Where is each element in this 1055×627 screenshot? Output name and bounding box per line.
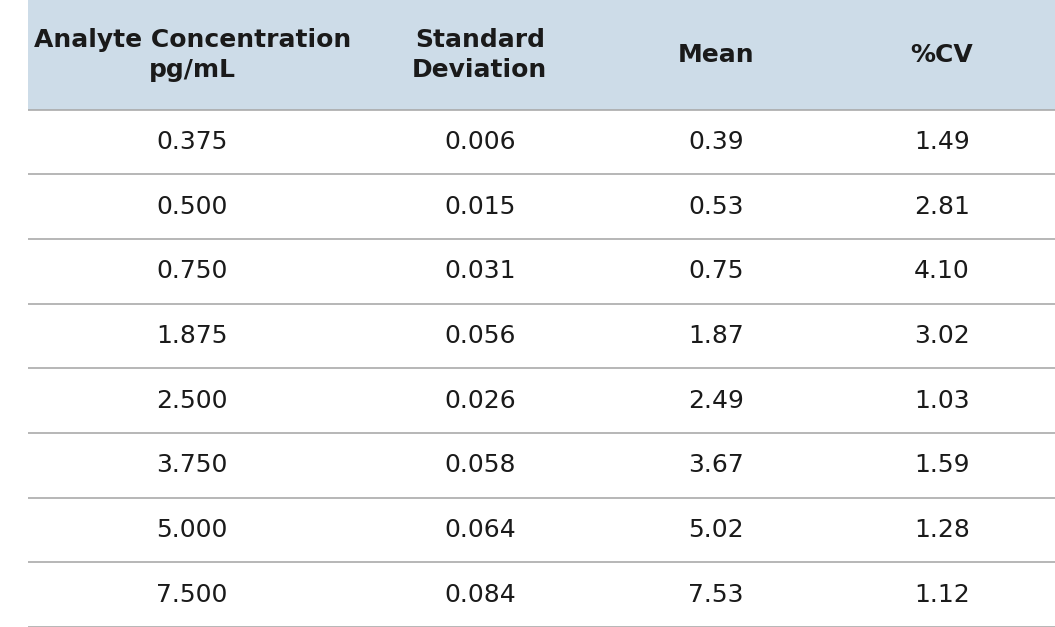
Text: 0.026: 0.026 bbox=[444, 389, 516, 413]
Text: 0.53: 0.53 bbox=[688, 195, 744, 219]
Text: 3.02: 3.02 bbox=[914, 324, 970, 348]
Text: Standard
Deviation: Standard Deviation bbox=[413, 28, 548, 82]
Text: Mean: Mean bbox=[677, 43, 754, 67]
Text: 1.87: 1.87 bbox=[688, 324, 744, 348]
Bar bbox=[27, 303, 1055, 369]
Text: 0.39: 0.39 bbox=[688, 130, 744, 154]
Bar bbox=[27, 239, 1055, 303]
Text: 2.49: 2.49 bbox=[688, 389, 744, 413]
Text: %CV: %CV bbox=[910, 43, 974, 67]
Bar bbox=[27, 433, 1055, 498]
Text: 0.084: 0.084 bbox=[444, 582, 516, 607]
Text: 0.006: 0.006 bbox=[444, 130, 516, 154]
Text: 0.750: 0.750 bbox=[156, 260, 228, 283]
Text: 1.49: 1.49 bbox=[914, 130, 970, 154]
Text: 0.064: 0.064 bbox=[444, 518, 516, 542]
Text: 1.59: 1.59 bbox=[915, 453, 970, 477]
Bar bbox=[27, 369, 1055, 433]
Text: 7.500: 7.500 bbox=[156, 582, 228, 607]
Text: 5.000: 5.000 bbox=[156, 518, 228, 542]
Text: 2.81: 2.81 bbox=[914, 195, 970, 219]
Bar bbox=[27, 174, 1055, 239]
Bar bbox=[27, 562, 1055, 627]
Text: 2.500: 2.500 bbox=[156, 389, 228, 413]
Bar bbox=[27, 0, 1055, 110]
Bar bbox=[27, 498, 1055, 562]
Text: 0.375: 0.375 bbox=[156, 130, 228, 154]
Text: 0.015: 0.015 bbox=[444, 195, 516, 219]
Text: 0.500: 0.500 bbox=[156, 195, 228, 219]
Text: 3.750: 3.750 bbox=[156, 453, 228, 477]
Text: 1.28: 1.28 bbox=[914, 518, 970, 542]
Text: 0.058: 0.058 bbox=[444, 453, 516, 477]
Text: 1.12: 1.12 bbox=[914, 582, 970, 607]
Text: 3.67: 3.67 bbox=[688, 453, 744, 477]
Text: 1.875: 1.875 bbox=[156, 324, 228, 348]
Text: Analyte Concentration
pg/mL: Analyte Concentration pg/mL bbox=[34, 28, 350, 82]
Text: 7.53: 7.53 bbox=[688, 582, 744, 607]
Text: 4.10: 4.10 bbox=[914, 260, 970, 283]
Text: 0.056: 0.056 bbox=[444, 324, 516, 348]
Text: 1.03: 1.03 bbox=[915, 389, 970, 413]
Bar bbox=[27, 110, 1055, 174]
Text: 5.02: 5.02 bbox=[688, 518, 744, 542]
Text: 0.031: 0.031 bbox=[444, 260, 516, 283]
Text: 0.75: 0.75 bbox=[688, 260, 744, 283]
